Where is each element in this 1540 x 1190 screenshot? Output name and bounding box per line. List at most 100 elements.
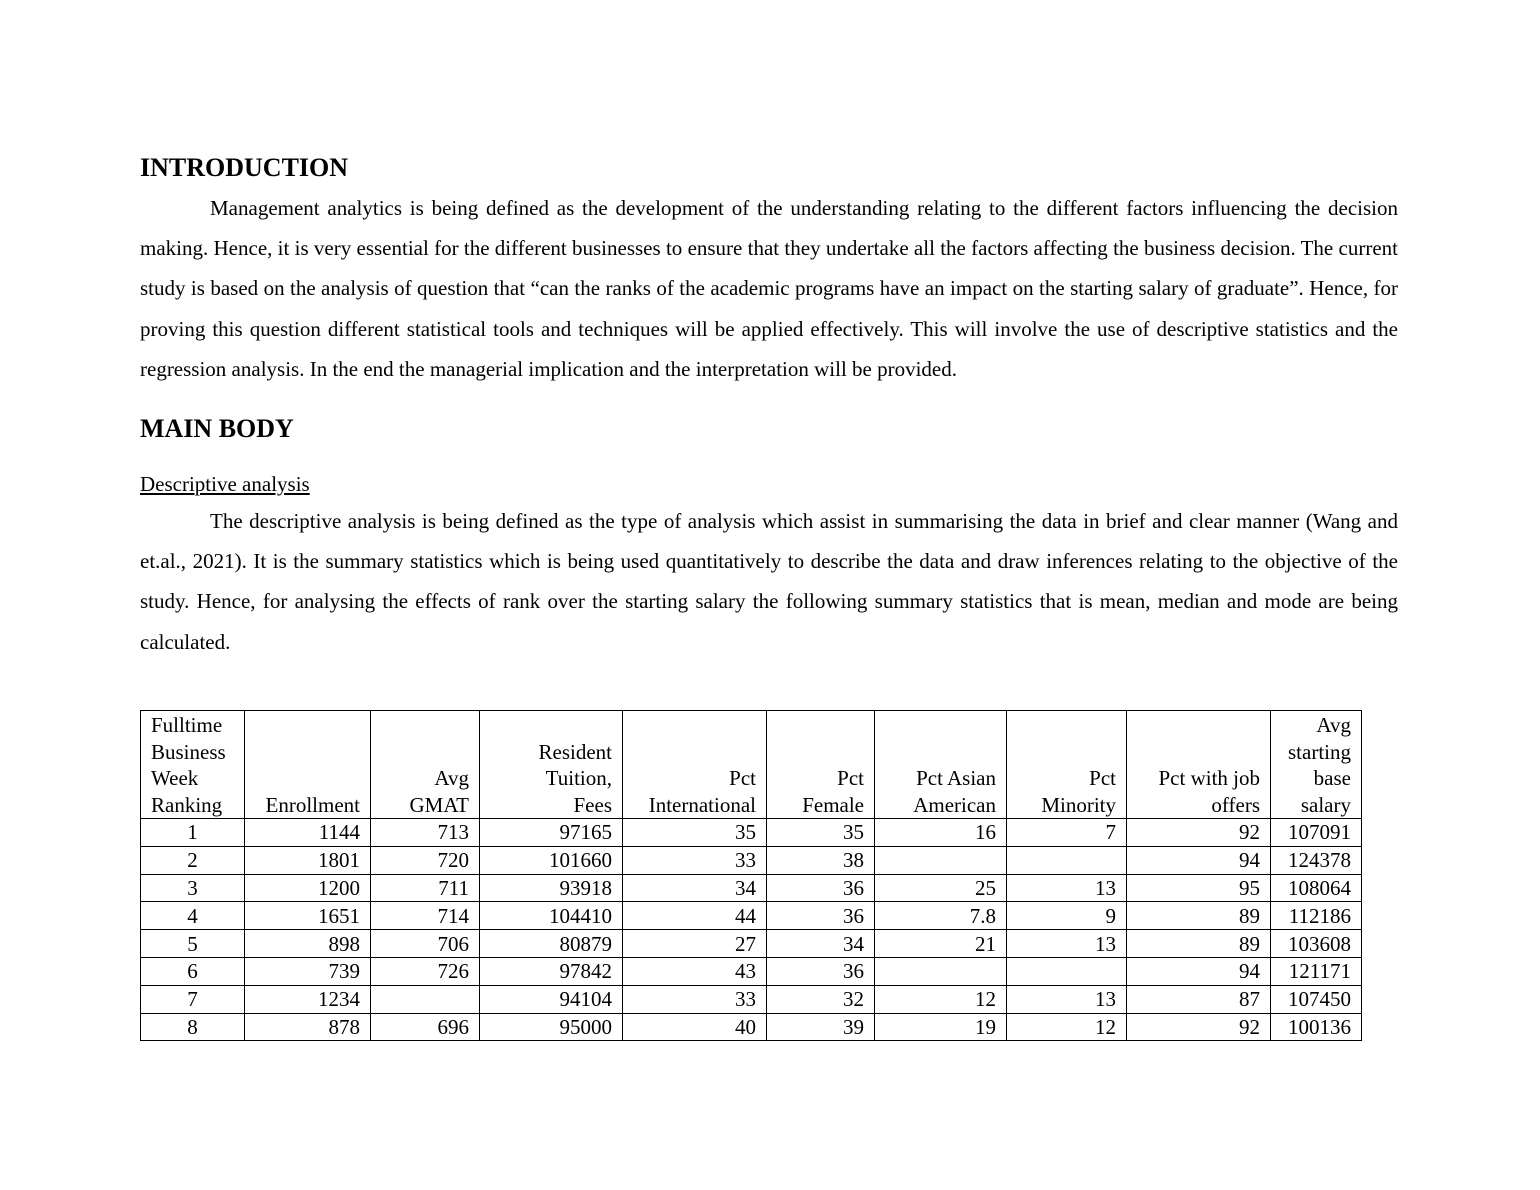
table-cell: 35 xyxy=(622,818,767,847)
table-cell: 16 xyxy=(874,818,1007,847)
column-header: Pct Female xyxy=(766,710,875,819)
table-row: 5 898 706 80879 27 34 21 13 89 103608 xyxy=(140,929,1362,958)
column-header: Avg GMAT xyxy=(370,710,480,819)
table-cell: 12 xyxy=(874,984,1007,1014)
introduction-paragraph: Management analytics is being defined as… xyxy=(140,196,1398,381)
column-header: Avg starting base salary xyxy=(1270,710,1362,819)
table-cell xyxy=(1006,845,1127,875)
table-cell: 124378 xyxy=(1270,845,1362,875)
table-cell: 39 xyxy=(766,1012,875,1042)
introduction-heading: INTRODUCTION xyxy=(140,153,349,182)
column-header: Pct International xyxy=(622,710,767,819)
table-row: 4 1651 714 104410 44 36 7.8 9 89 112186 xyxy=(140,901,1362,931)
column-header: Pct with job offers xyxy=(1126,710,1271,819)
main-body-heading: MAIN BODY xyxy=(140,414,294,444)
table-cell: 1 xyxy=(140,818,245,847)
table-row: 2 1801 720 101660 33 38 94 124378 xyxy=(140,845,1362,875)
table-cell: 112186 xyxy=(1270,901,1362,931)
table-cell: 21 xyxy=(874,929,1007,958)
table-cell: 34 xyxy=(622,873,767,903)
table-cell: 32 xyxy=(766,984,875,1014)
table-cell: 89 xyxy=(1126,929,1271,958)
column-header: Pct Minority xyxy=(1006,710,1127,819)
table-cell: 706 xyxy=(370,929,480,958)
table-cell: 121171 xyxy=(1270,956,1362,986)
column-header: Pct Asian American xyxy=(874,710,1007,819)
table-cell: 36 xyxy=(766,956,875,986)
table-cell: 94 xyxy=(1126,956,1271,986)
table-cell: 7.8 xyxy=(874,901,1007,931)
table-cell: 104410 xyxy=(479,901,623,931)
table-cell: 13 xyxy=(1006,873,1127,903)
table-cell: 92 xyxy=(1126,1012,1271,1042)
table-cell: 89 xyxy=(1126,901,1271,931)
table-cell: 103608 xyxy=(1270,929,1362,958)
descriptive-analysis-subheading: Descriptive analysis xyxy=(140,472,310,497)
table-cell: 5 xyxy=(140,929,245,958)
table-cell: 97165 xyxy=(479,818,623,847)
table-cell: 100136 xyxy=(1270,1012,1362,1042)
table-cell xyxy=(874,845,1007,875)
table-cell: 4 xyxy=(140,901,245,931)
table-cell xyxy=(370,984,480,1014)
table-cell: 94 xyxy=(1126,845,1271,875)
table-row: 3 1200 711 93918 34 36 25 13 95 108064 xyxy=(140,873,1362,903)
table-cell: 9 xyxy=(1006,901,1127,931)
table-row: 6 739 726 97842 43 36 94 121171 xyxy=(140,956,1362,986)
table-cell: 6 xyxy=(140,956,245,986)
table-cell: 8 xyxy=(140,1012,245,1042)
table-cell: 13 xyxy=(1006,984,1127,1014)
table-cell: 7 xyxy=(1006,818,1127,847)
table-cell: 36 xyxy=(766,873,875,903)
table-cell: 1144 xyxy=(244,818,371,847)
table-cell: 12 xyxy=(1006,1012,1127,1042)
table-cell: 87 xyxy=(1126,984,1271,1014)
table-cell xyxy=(874,956,1007,986)
table-row: 8 878 696 95000 40 39 19 12 92 100136 xyxy=(140,1012,1362,1042)
table-cell: 35 xyxy=(766,818,875,847)
table-cell: 13 xyxy=(1006,929,1127,958)
column-header: Resident Tuition, Fees xyxy=(479,710,623,819)
table-cell: 33 xyxy=(622,984,767,1014)
business-school-data-table: Fulltime Business Week Ranking Enrollment… xyxy=(140,710,1362,1042)
table-cell: 720 xyxy=(370,845,480,875)
table-cell: 1651 xyxy=(244,901,371,931)
table-row: 7 1234 94104 33 32 12 13 87 107450 xyxy=(140,984,1362,1014)
table-cell: 107450 xyxy=(1270,984,1362,1014)
table-cell: 898 xyxy=(244,929,371,958)
table-cell: 97842 xyxy=(479,956,623,986)
table-cell: 40 xyxy=(622,1012,767,1042)
table-cell: 1234 xyxy=(244,984,371,1014)
table-cell: 3 xyxy=(140,873,245,903)
document-page: INTRODUCTION Management analytics is bei… xyxy=(140,148,1398,662)
table-cell: 94104 xyxy=(479,984,623,1014)
table-cell: 1801 xyxy=(244,845,371,875)
table-cell: 2 xyxy=(140,845,245,875)
descriptive-analysis-paragraph: The descriptive analysis is being define… xyxy=(140,509,1398,654)
table-cell: 43 xyxy=(622,956,767,986)
table-cell: 93918 xyxy=(479,873,623,903)
table-cell: 108064 xyxy=(1270,873,1362,903)
table-cell: 33 xyxy=(622,845,767,875)
column-header: Fulltime Business Week Ranking xyxy=(140,710,245,819)
table-cell: 95 xyxy=(1126,873,1271,903)
table-cell: 19 xyxy=(874,1012,1007,1042)
table-cell: 739 xyxy=(244,956,371,986)
table-cell: 711 xyxy=(370,873,480,903)
table-cell: 95000 xyxy=(479,1012,623,1042)
table-cell: 7 xyxy=(140,984,245,1014)
table-cell: 107091 xyxy=(1270,818,1362,847)
table-cell: 713 xyxy=(370,818,480,847)
column-header: Enrollment xyxy=(244,710,371,819)
table-cell: 44 xyxy=(622,901,767,931)
table-cell: 696 xyxy=(370,1012,480,1042)
table-cell: 92 xyxy=(1126,818,1271,847)
table-cell: 38 xyxy=(766,845,875,875)
table-cell: 726 xyxy=(370,956,480,986)
table-cell: 80879 xyxy=(479,929,623,958)
table-cell: 878 xyxy=(244,1012,371,1042)
table-cell: 1200 xyxy=(244,873,371,903)
table-cell: 34 xyxy=(766,929,875,958)
table-cell: 101660 xyxy=(479,845,623,875)
table-cell xyxy=(1006,956,1127,986)
